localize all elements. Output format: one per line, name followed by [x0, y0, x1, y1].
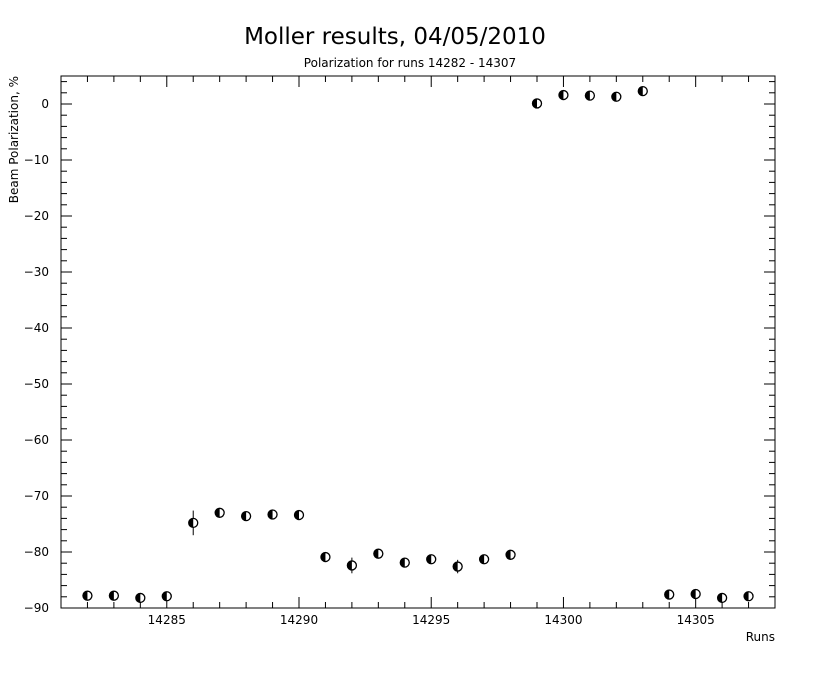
x-tick-label: 14300 [544, 613, 582, 627]
y-tick-label: −20 [24, 209, 49, 223]
point-marker-fill [611, 92, 617, 102]
x-axis-label: Runs [746, 630, 775, 644]
data-point [716, 592, 728, 604]
point-marker-fill [744, 591, 749, 601]
point-marker-fill [294, 510, 299, 520]
data-point [293, 509, 305, 521]
data-point [240, 511, 252, 522]
point-marker-fill [241, 511, 247, 521]
point-marker-fill [135, 593, 141, 603]
data-point [584, 90, 596, 101]
point-marker-fill [691, 589, 696, 599]
chart-subtitle: Polarization for runs 14282 - 14307 [303, 56, 517, 70]
data-point [611, 91, 622, 102]
x-tick-label: 14285 [148, 613, 186, 627]
point-marker-fill [558, 90, 564, 100]
point-marker-fill [585, 91, 590, 101]
y-tick-label: −70 [24, 489, 49, 503]
point-marker-fill [109, 591, 114, 601]
data-point [531, 98, 543, 109]
point-marker-fill [82, 591, 88, 601]
point-marker-fill [664, 590, 670, 600]
y-axis-label: Beam Polarization, % [7, 76, 21, 203]
point-marker-fill [373, 549, 379, 559]
x-tick-label: 14295 [412, 613, 450, 627]
data-point [478, 554, 490, 565]
y-tick-label: −90 [24, 601, 49, 615]
y-tick-label: −10 [24, 153, 49, 167]
data-point [161, 591, 172, 602]
y-tick-label: −60 [24, 433, 49, 447]
data-point [373, 548, 384, 559]
point-marker-fill [268, 509, 273, 519]
y-tick-label: 0 [41, 97, 49, 111]
data-point [82, 590, 93, 601]
point-marker-fill [162, 591, 167, 601]
data-point [558, 89, 569, 101]
data-point [135, 592, 146, 604]
data-point [637, 85, 648, 97]
x-tick-label: 14290 [280, 613, 318, 627]
point-marker-fill [479, 554, 485, 564]
data-point [452, 559, 463, 574]
data-point [214, 507, 225, 518]
data-point [320, 551, 331, 563]
data-point [188, 510, 199, 536]
plot-frame [60, 75, 776, 609]
data-point [346, 557, 358, 574]
chart-title: Moller results, 04/05/2010 [244, 24, 546, 50]
point-marker-fill [717, 593, 723, 603]
data-point [664, 589, 675, 600]
y-tick-label: −50 [24, 377, 49, 391]
point-marker-fill [188, 518, 194, 528]
data-points [82, 85, 754, 604]
data-point [690, 588, 701, 600]
point-marker-fill [506, 550, 511, 560]
point-marker-fill [347, 560, 352, 570]
point-marker-fill [532, 98, 537, 108]
data-point [399, 557, 410, 568]
data-point [743, 591, 754, 602]
point-marker-fill [453, 562, 458, 572]
point-marker-fill [426, 554, 432, 564]
y-tick-label: −30 [24, 265, 49, 279]
axis-ticks [60, 76, 776, 609]
point-marker-fill [320, 552, 326, 562]
data-point [505, 549, 516, 560]
data-point [108, 590, 120, 601]
point-marker-fill [400, 558, 405, 568]
point-marker-fill [638, 86, 643, 96]
y-tick-label: −40 [24, 321, 49, 335]
x-tick-label: 14305 [677, 613, 715, 627]
data-point [426, 554, 437, 565]
tick-labels: 14285 14290 14295 14300 14305 0 −10 −20 −30 −40 −5… [24, 97, 715, 627]
data-point [267, 509, 278, 520]
point-marker-fill [215, 508, 220, 518]
y-tick-label: −80 [24, 545, 49, 559]
